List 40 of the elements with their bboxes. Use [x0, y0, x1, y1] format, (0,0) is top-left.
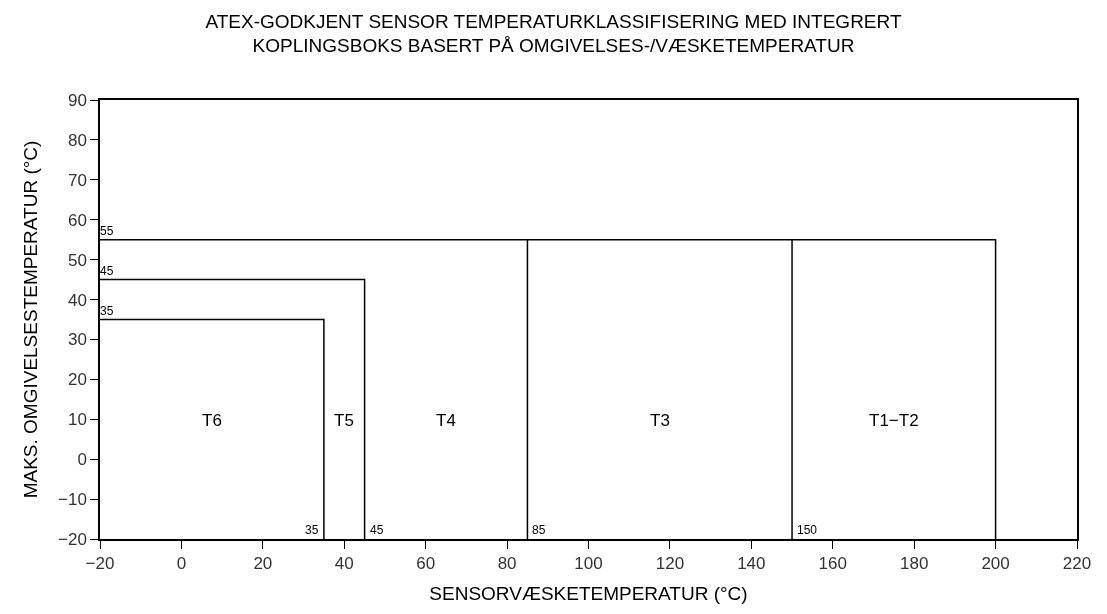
x-tick-label: 0 [176, 554, 187, 574]
annotation: 85 [532, 523, 546, 537]
x-tick-label: 220 [1062, 554, 1092, 574]
annotation: 35 [100, 304, 114, 318]
annotation: 45 [370, 523, 384, 537]
x-tick-label: 20 [253, 554, 273, 574]
x-tick-label: 140 [737, 554, 766, 574]
annotation: T5 [334, 411, 354, 430]
annotation: 55 [100, 224, 114, 238]
y-tick-label: 20 [67, 370, 87, 390]
y-tick-label: 80 [67, 130, 87, 150]
y-tick-label: 70 [67, 170, 87, 190]
annotation: T3 [650, 411, 670, 430]
x-tick-label: 60 [416, 554, 436, 574]
annotation: T6 [202, 411, 222, 430]
x-tick-label: 80 [497, 554, 517, 574]
y-axis-title: MAKS. OMGIVELSESTEMPERATUR (°C) [20, 140, 42, 499]
y-tick-label: −20 [58, 529, 87, 549]
y-tick-label: 40 [67, 290, 87, 310]
x-tick-label: 40 [334, 554, 354, 574]
y-tick-label: 50 [67, 250, 87, 270]
y-tick-label: −10 [58, 490, 87, 510]
x-tick-label: −20 [85, 554, 115, 574]
chart-title: ATEX-GODKJENT SENSOR TEMPERATURKLASSIFISERING MED INTEGRERT KOPLINGSBOKS BASERT PÅ OMGIVELSES-/VÆSKETEMPERATUR [205, 10, 902, 57]
x-tick-label: 200 [981, 554, 1010, 574]
y-tick-label: 60 [67, 210, 87, 230]
y-tick-label: 0 [77, 450, 87, 470]
y-tick-label: 10 [67, 410, 87, 430]
annotation: 35 [305, 523, 319, 537]
annotation: T1−T2 [869, 411, 919, 430]
x-axis-title: SENSORVÆSKETEMPERATUR (°C) [429, 583, 748, 605]
x-tick-label: 160 [818, 554, 847, 574]
x-tick-label: 120 [655, 554, 685, 574]
y-tick-label: 30 [67, 330, 87, 350]
annotation: 150 [797, 523, 818, 537]
x-tick-label: 100 [574, 554, 603, 574]
y-tick-label: 90 [67, 90, 87, 110]
annotation: T4 [436, 411, 456, 430]
x-tick-label: 180 [899, 554, 929, 574]
annotation: 45 [100, 264, 114, 278]
